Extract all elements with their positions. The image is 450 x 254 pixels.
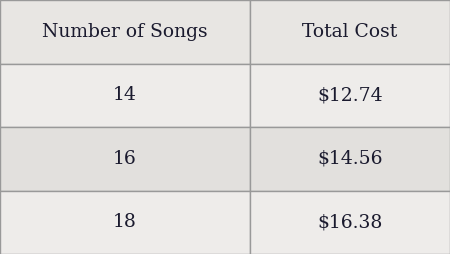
Bar [0, 64, 250, 127]
Bar [0, 190, 250, 254]
Text: Number of Songs: Number of Songs [42, 23, 208, 41]
Text: 14: 14 [113, 86, 137, 104]
Text: $14.56: $14.56 [317, 150, 382, 168]
Text: 18: 18 [113, 213, 137, 231]
Bar [250, 64, 450, 127]
Text: $16.38: $16.38 [317, 213, 382, 231]
Bar [250, 127, 450, 190]
Bar [0, 127, 250, 190]
Text: 16: 16 [113, 150, 137, 168]
Text: $12.74: $12.74 [317, 86, 382, 104]
Bar [250, 0, 450, 64]
Bar [250, 190, 450, 254]
Bar [0, 0, 250, 64]
Text: Total Cost: Total Cost [302, 23, 397, 41]
